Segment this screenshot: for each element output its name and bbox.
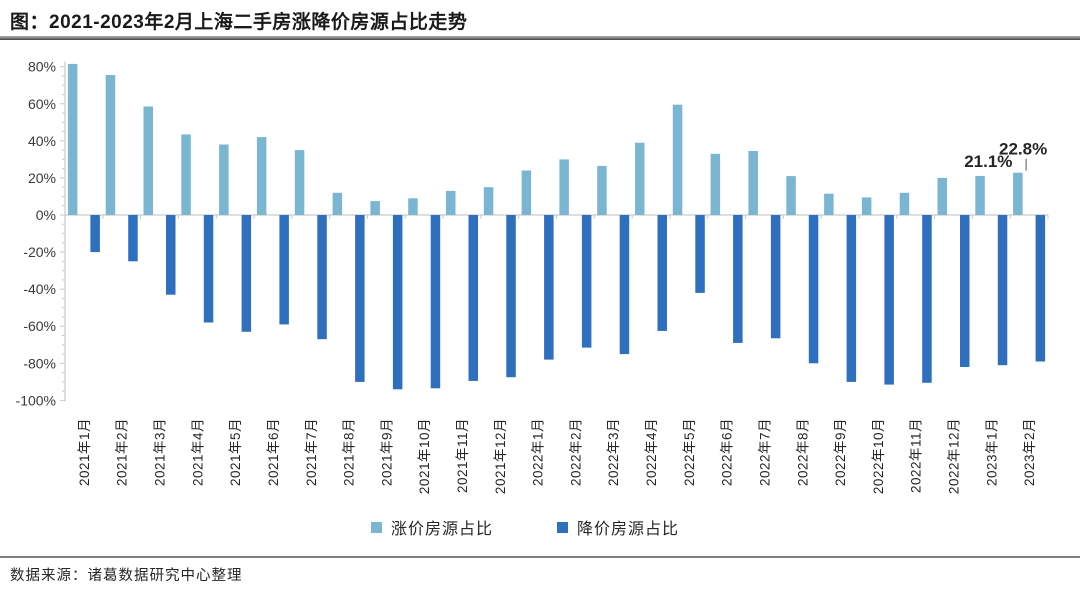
svg-text:-40%: -40% xyxy=(23,281,56,297)
svg-text:2022年12月: 2022年12月 xyxy=(947,418,962,494)
chart-title: 图：2021-2023年2月上海二手房涨降价房源占比走势 xyxy=(10,12,468,33)
legend-item-up: 涨价房源占比 xyxy=(370,515,493,539)
svg-text:2021年2月: 2021年2月 xyxy=(115,418,130,486)
svg-text:20%: 20% xyxy=(28,170,56,186)
svg-text:2023年2月: 2023年2月 xyxy=(1022,418,1037,486)
svg-text:2021年7月: 2021年7月 xyxy=(304,418,319,486)
svg-text:-20%: -20% xyxy=(23,244,56,260)
svg-text:2022年4月: 2022年4月 xyxy=(644,418,659,486)
legend-label-up: 涨价房源占比 xyxy=(390,521,493,538)
svg-text:2021年10月: 2021年10月 xyxy=(417,418,432,494)
svg-text:80%: 80% xyxy=(28,59,56,75)
svg-text:0%: 0% xyxy=(36,207,56,223)
svg-text:2021年5月: 2021年5月 xyxy=(228,418,243,486)
svg-text:2022年3月: 2022年3月 xyxy=(606,418,621,486)
svg-text:2022年6月: 2022年6月 xyxy=(720,418,735,486)
legend-item-down: 降价房源占比 xyxy=(557,515,679,539)
svg-text:-80%: -80% xyxy=(23,355,56,371)
svg-text:2022年7月: 2022年7月 xyxy=(757,418,772,486)
svg-text:2021年9月: 2021年9月 xyxy=(379,418,394,486)
svg-text:2021年4月: 2021年4月 xyxy=(190,418,205,486)
svg-text:2021年11月: 2021年11月 xyxy=(455,418,470,493)
svg-text:2023年1月: 2023年1月 xyxy=(984,418,999,486)
svg-text:2022年11月: 2022年11月 xyxy=(909,418,924,493)
svg-text:2021年3月: 2021年3月 xyxy=(153,418,168,486)
legend-label-down: 降价房源占比 xyxy=(577,521,680,538)
svg-text:21.1%: 21.1% xyxy=(964,152,1012,171)
data-source-text: 数据来源：诸葛数据研究中心整理 xyxy=(10,568,243,584)
svg-text:2021年8月: 2021年8月 xyxy=(342,418,357,486)
title-divider-line xyxy=(0,36,1080,40)
chart-legend: 涨价房源占比 降价房源占比 xyxy=(0,515,1050,539)
svg-text:2022年5月: 2022年5月 xyxy=(682,418,697,486)
svg-text:-60%: -60% xyxy=(23,318,56,334)
svg-text:2022年1月: 2022年1月 xyxy=(531,418,546,486)
footer-divider-line xyxy=(0,556,1080,558)
svg-text:-100%: -100% xyxy=(16,392,56,408)
svg-text:2021年12月: 2021年12月 xyxy=(493,418,508,494)
svg-text:2022年10月: 2022年10月 xyxy=(871,418,886,494)
svg-text:2022年8月: 2022年8月 xyxy=(795,418,810,486)
down-series-swatch-icon xyxy=(557,521,568,533)
svg-text:2022年2月: 2022年2月 xyxy=(568,418,583,486)
svg-text:2021年6月: 2021年6月 xyxy=(266,418,281,486)
bar-chart: 80% 60% 40% 20% 0% -20% -40% -60% -80% -100% 2021年… xyxy=(16,59,1049,494)
svg-text:2022年9月: 2022年9月 xyxy=(833,418,848,486)
svg-text:40%: 40% xyxy=(28,133,56,149)
svg-text:22.8%: 22.8% xyxy=(999,140,1047,159)
svg-text:2021年1月: 2021年1月 xyxy=(77,418,92,486)
svg-text:60%: 60% xyxy=(28,96,56,112)
up-series-swatch-icon xyxy=(370,521,382,533)
